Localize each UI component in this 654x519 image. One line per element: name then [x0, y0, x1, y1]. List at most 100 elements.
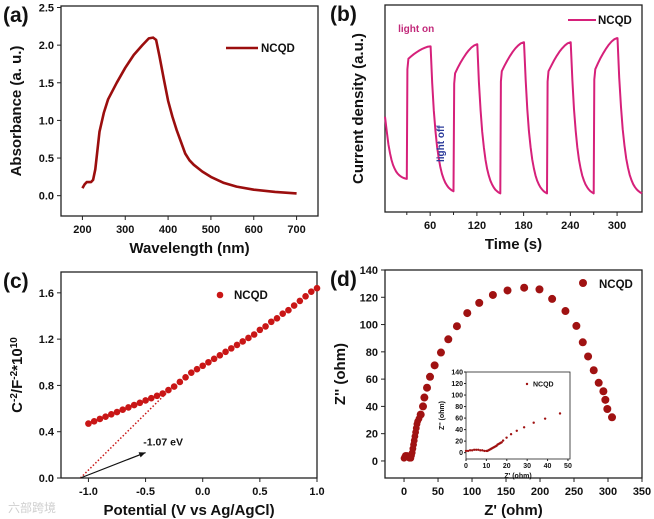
inset-data-point: [483, 449, 486, 453]
y-tick-label: 0.4: [39, 427, 55, 439]
data-point: [199, 362, 207, 370]
data-point: [307, 288, 315, 295]
data-point: [119, 406, 127, 414]
inset-data-point: [481, 449, 484, 452]
data-point: [601, 395, 610, 404]
x-tick-label: 700: [287, 224, 305, 236]
data-point: [136, 399, 144, 407]
data-point: [273, 314, 281, 322]
y-axis-title-part: C: [9, 402, 26, 413]
data-point: [313, 284, 321, 292]
x-tick-label: 0.0: [195, 486, 210, 498]
inset-data-point: [477, 448, 480, 451]
data-point: [503, 286, 512, 295]
x-axis-title: Z' (ohm): [504, 473, 531, 480]
data-point: [205, 358, 212, 366]
data-point: [520, 283, 529, 292]
x-tick-label: 30: [523, 463, 531, 470]
data-point: [107, 411, 115, 418]
y-tick-label: 60: [366, 374, 378, 386]
data-point: [296, 297, 304, 305]
data-point: [125, 404, 132, 411]
data-point: [245, 334, 252, 342]
legend-label: NCQD: [598, 15, 632, 27]
x-tick-label: 500: [202, 224, 220, 236]
inset-data-point: [543, 417, 547, 420]
x-tick-label: 300: [116, 224, 134, 236]
x-axis-title: Z' (ohm): [484, 502, 543, 519]
legend-marker: [579, 279, 587, 287]
data-point: [256, 326, 264, 334]
data-point: [290, 302, 298, 309]
data-point: [90, 417, 98, 425]
y-axis-title: Absorbance (a. u.): [8, 46, 25, 177]
y-axis-title-part: -2: [9, 370, 20, 379]
data-point: [475, 298, 484, 307]
data-point: [102, 413, 109, 420]
y-tick-label: 40: [455, 427, 463, 434]
legend-label: NCQD: [599, 279, 633, 291]
data-point: [279, 310, 287, 317]
inset-data-point: [479, 449, 482, 452]
data-point: [170, 383, 178, 390]
y-tick-label: 0.0: [39, 191, 54, 203]
data-point: [262, 323, 269, 330]
data-point: [239, 338, 247, 345]
inset-data-point: [468, 449, 472, 452]
x-tick-label: 0.5: [252, 486, 267, 498]
data-point: [548, 294, 557, 303]
y-axis-title: C-2/F-2*1010: [9, 337, 27, 413]
data-point: [594, 378, 603, 387]
y-tick-label: 120: [360, 292, 378, 304]
inset-data-point: [532, 421, 535, 424]
annotation-arrow: [80, 451, 146, 479]
data-point: [584, 352, 593, 361]
data-point: [436, 348, 445, 357]
x-tick-label: 10: [482, 463, 490, 470]
y-axis-title-part: /F: [9, 380, 26, 393]
data-point: [416, 410, 425, 419]
panel-label: (c): [3, 270, 29, 293]
x-tick-label: -1.0: [79, 486, 98, 498]
x-tick-label: 120: [468, 220, 486, 232]
x-tick-label: 50: [432, 486, 444, 498]
linear-fit-line: [79, 384, 175, 479]
x-tick-label: 100: [463, 486, 481, 498]
y-tick-label: 40: [366, 401, 378, 413]
data-point: [113, 408, 121, 416]
x-axis-title: Wavelength (nm): [129, 240, 249, 257]
data-point: [603, 404, 612, 413]
x-tick-label: 50: [564, 463, 572, 470]
x-tick-label: 180: [514, 220, 532, 232]
data-point: [423, 383, 432, 392]
y-tick-label: 1.6: [39, 288, 54, 300]
data-point: [285, 306, 292, 314]
x-tick-label: 20: [503, 463, 511, 470]
panel-label: (d): [330, 268, 357, 291]
data-point: [599, 387, 608, 396]
data-point: [430, 361, 439, 370]
plot-frame: [60, 271, 318, 479]
data-point: [176, 378, 184, 386]
x-tick-label: 600: [245, 224, 263, 236]
data-point: [444, 335, 453, 344]
y-tick-label: 80: [455, 404, 463, 411]
y-tick-label: 1.5: [39, 78, 54, 90]
y-axis-title-part: -2: [9, 393, 20, 402]
data-point: [210, 355, 218, 363]
y-tick-label: 120: [451, 381, 463, 388]
x-tick-label: 0: [401, 486, 407, 498]
y-tick-label: 100: [451, 393, 463, 400]
y-tick-label: 0: [459, 450, 463, 457]
plot-frame: [60, 5, 319, 217]
data-point: [463, 309, 472, 318]
legend-label: NCQD: [234, 290, 268, 302]
y-tick-label: 2.5: [39, 3, 54, 15]
panel-label: (a): [3, 4, 29, 27]
data-point: [147, 394, 155, 402]
legend-label: NCQD: [261, 43, 295, 55]
data-point: [165, 386, 172, 394]
plot-frame: [384, 269, 643, 479]
y-tick-label: 140: [360, 265, 378, 277]
data-point: [250, 331, 258, 338]
